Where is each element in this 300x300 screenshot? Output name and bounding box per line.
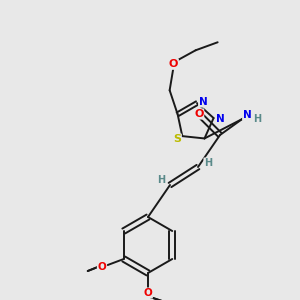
Text: O: O xyxy=(98,262,106,272)
Text: N: N xyxy=(216,114,225,124)
Text: H: H xyxy=(204,158,212,168)
Text: O: O xyxy=(144,288,152,298)
Text: H: H xyxy=(253,114,261,124)
Text: O: O xyxy=(194,109,204,119)
Text: H: H xyxy=(157,175,165,185)
Text: O: O xyxy=(169,59,178,69)
Text: N: N xyxy=(243,110,251,120)
Text: S: S xyxy=(173,134,181,144)
Text: N: N xyxy=(199,97,207,107)
